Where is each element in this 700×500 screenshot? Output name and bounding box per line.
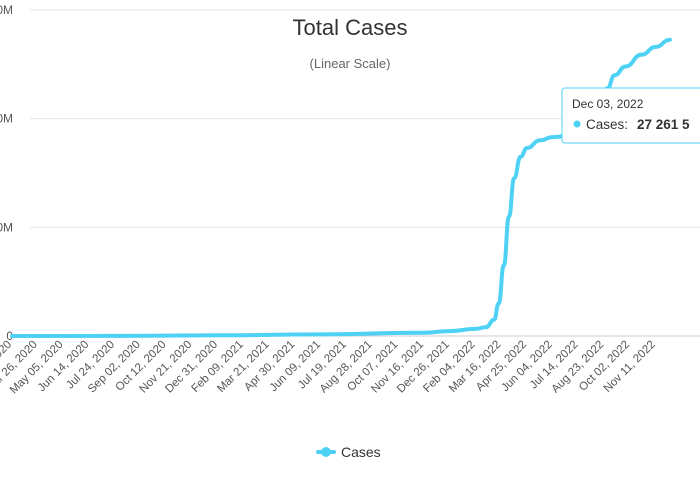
grid-lines	[30, 9, 700, 337]
chart-title: Total Cases	[293, 15, 408, 40]
y-tick-label: 20M	[0, 112, 13, 126]
series-layer	[10, 37, 672, 338]
tooltip-series-label: Cases:	[586, 117, 628, 132]
tooltip-box	[561, 87, 700, 144]
legend-label-cases[interactable]: Cases	[341, 444, 381, 460]
tooltip-value: 27 261 5	[637, 117, 690, 132]
legend[interactable]: Cases	[316, 444, 381, 460]
series-line-cases[interactable]	[10, 37, 672, 338]
legend-series-marker-dot	[321, 447, 331, 457]
chart-subtitle: (Linear Scale)	[310, 56, 391, 71]
y-axis-ticks: 0 10M 20M 30M	[0, 3, 13, 343]
tooltip-series-dot	[573, 120, 581, 128]
tooltip-date: Dec 03, 2022	[572, 97, 644, 111]
y-tick-label: 30M	[0, 3, 13, 17]
y-tick-label: 0	[6, 329, 13, 343]
tooltip: Dec 03, 2022 Cases: 27 261 5	[561, 87, 700, 144]
y-tick-label: 10M	[0, 220, 13, 234]
